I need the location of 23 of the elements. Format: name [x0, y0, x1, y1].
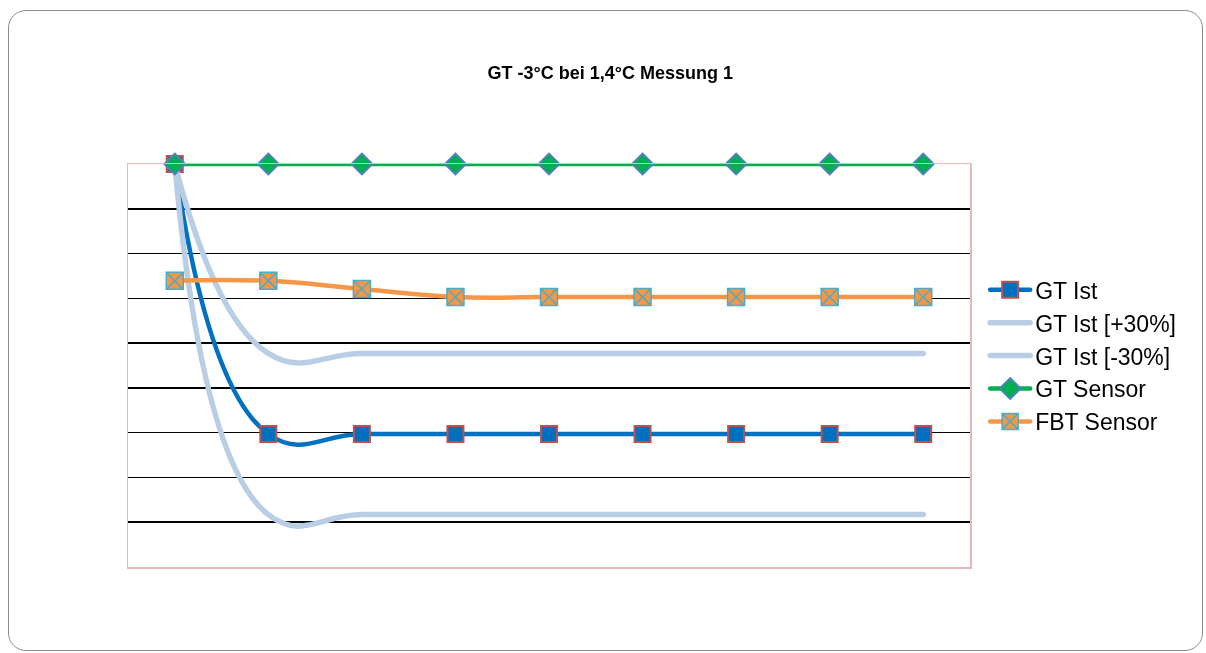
point — [633, 425, 652, 444]
legend-label: GT Ist — [1035, 277, 1098, 304]
point — [914, 425, 933, 444]
chart-title: GT -3°C bei 1,4°C Messung 1 — [487, 63, 733, 84]
legend-label: FBT Sensor — [1035, 409, 1158, 436]
legend-label: GT Ist [+30%] — [1035, 310, 1176, 337]
point — [446, 425, 465, 444]
point — [631, 152, 654, 176]
point — [352, 425, 371, 444]
point — [727, 425, 746, 444]
legend-label: GT Ist [-30%] — [1035, 343, 1171, 370]
point — [911, 152, 935, 176]
point — [540, 425, 558, 444]
point — [259, 425, 278, 444]
point — [820, 425, 839, 444]
legend-label: GT Sensor — [1035, 376, 1147, 403]
point — [446, 287, 465, 307]
point — [818, 152, 842, 176]
point — [444, 152, 467, 176]
point — [820, 287, 839, 307]
point — [256, 152, 280, 176]
point — [633, 287, 652, 307]
point — [259, 271, 278, 291]
